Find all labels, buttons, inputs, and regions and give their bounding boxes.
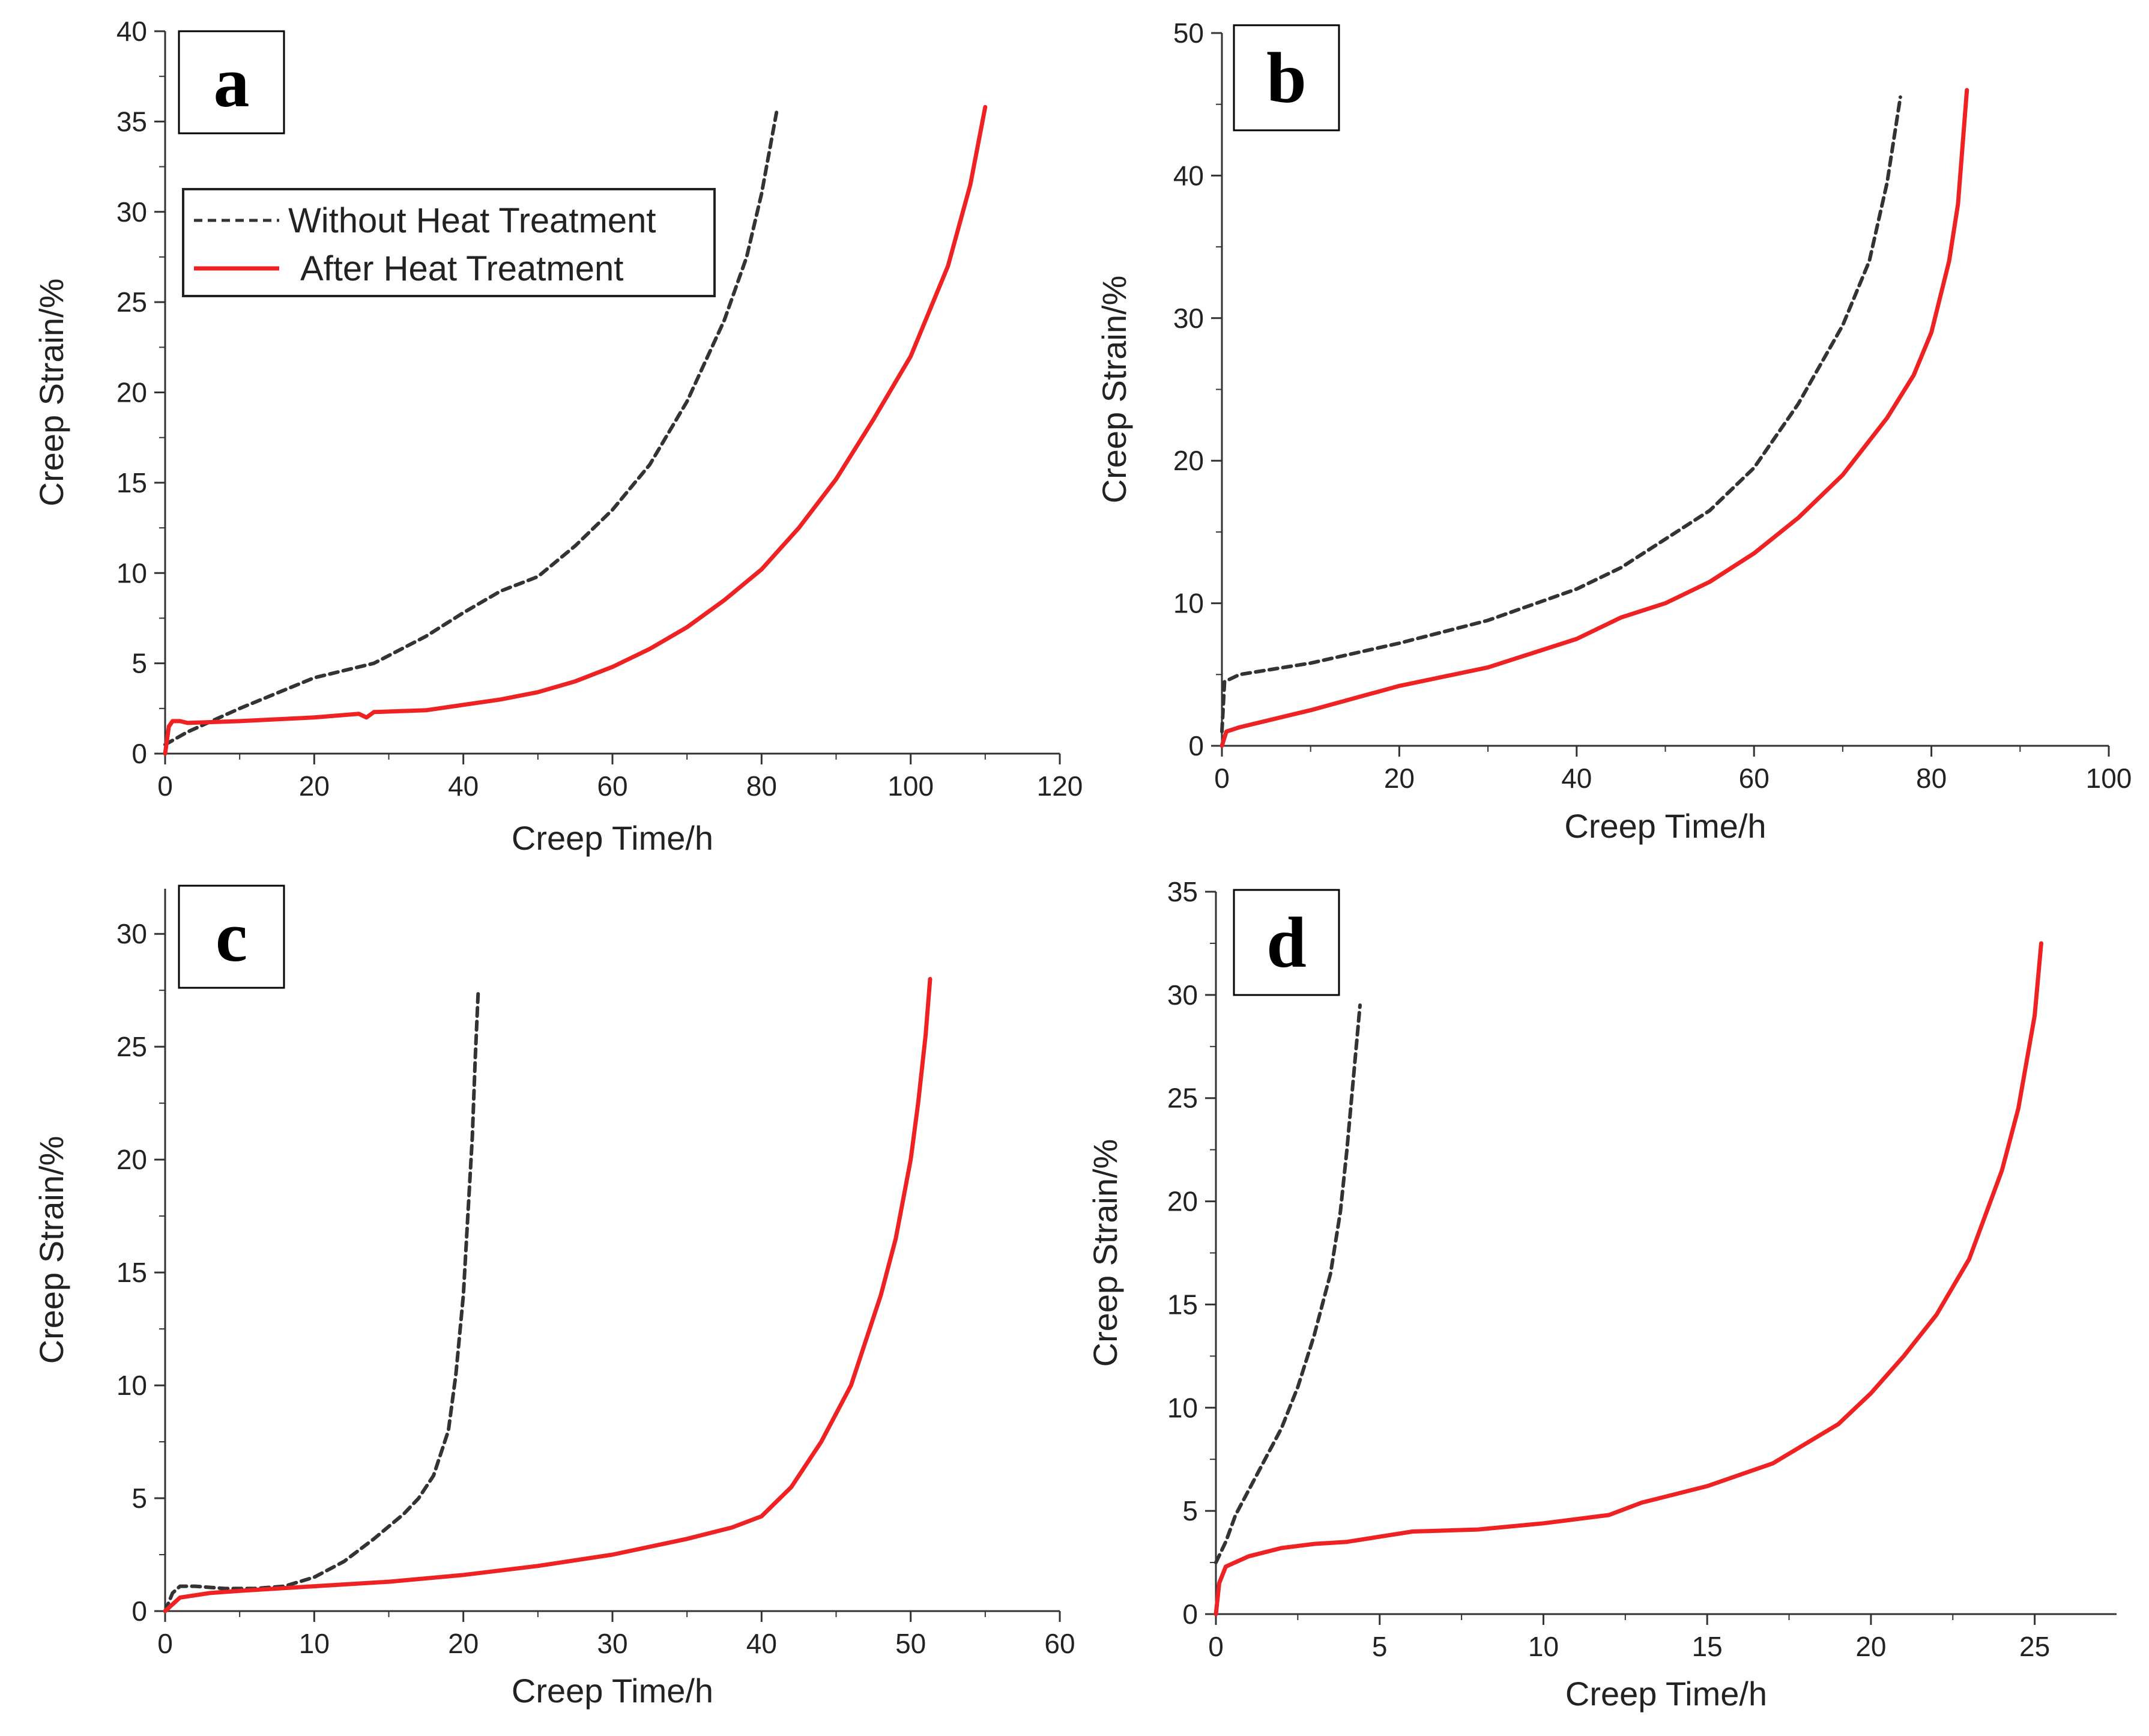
legend-box [182, 188, 716, 297]
panel-c-series-without-heat-treatment [163, 988, 480, 1613]
panel-d-x-tick-label: 0 [1208, 1631, 1224, 1662]
panel-a-y-tick-label: 10 [116, 557, 147, 588]
panel-a-y-tick-label: 40 [116, 16, 147, 47]
panel-c-y-tick-label: 25 [116, 1031, 147, 1062]
panel-c-label: c [216, 897, 247, 976]
panel-a-x-tick-label: 80 [746, 770, 777, 802]
panel-d-label: d [1266, 903, 1307, 982]
panel-d-x-tick-label: 5 [1372, 1631, 1388, 1662]
panel-a-x-tick-label: 20 [299, 770, 330, 802]
panel-c-series-after-heat-treatment [163, 976, 932, 1614]
panel-d-y-tick-label: 10 [1167, 1392, 1198, 1423]
panel-a-y-tick-label: 20 [116, 377, 147, 408]
panel-b-series-after-heat-treatment [1220, 88, 1969, 748]
panel-d-y-tick-label: 0 [1182, 1598, 1198, 1630]
panel-c: 0 10 20 30 40 50 60 0 5 10 15 20 25 30 Creep Time/h Cre… [32, 885, 1075, 1710]
panel-d-x-tick-label: 20 [1855, 1631, 1886, 1662]
panel-c-x-tick-label: 20 [448, 1628, 479, 1659]
panel-a-y-tick-label: 0 [131, 738, 147, 769]
panel-b-x-tick-label: 80 [1916, 763, 1947, 794]
panel-b-y-axis-title: Creep Strain/% [1095, 276, 1133, 504]
legend-label: Without Heat Treatment [288, 201, 656, 240]
panel-b-x-tick-label: 0 [1214, 763, 1230, 794]
panel-a-y-axis-title: Creep Strain/% [32, 279, 70, 507]
panel-b-y-tick-label: 0 [1188, 730, 1204, 761]
panel-a-y-tick-label: 30 [116, 196, 147, 228]
panel-d-x-tick-label: 10 [1528, 1631, 1559, 1662]
panel-a-x-axis-title: Creep Time/h [512, 819, 713, 857]
panel-a-x-tick-label: 60 [597, 770, 627, 802]
panel-a-x-tick-label: 40 [448, 770, 479, 802]
panel-b-x-tick-label: 40 [1561, 763, 1592, 794]
panel-b-y-tick-label: 40 [1173, 160, 1204, 191]
panel-d-x-tick-label: 25 [2019, 1631, 2050, 1662]
panel-d-y-tick-label: 25 [1167, 1083, 1198, 1114]
panel-d-series-after-heat-treatment [1214, 941, 2043, 1617]
panel-a-series-after-heat-treatment [163, 104, 988, 756]
panel-c-x-tick-label: 0 [157, 1628, 173, 1659]
panel-c-y-tick-label: 10 [116, 1370, 147, 1401]
panel-a-series-without-heat-treatment [163, 110, 779, 746]
panel-b-label-box [1233, 24, 1340, 132]
panel-d-x-axis-title: Creep Time/h [1565, 1675, 1767, 1713]
panel-a-label-box [178, 30, 285, 135]
panel-b-y-tick-label: 10 [1173, 588, 1204, 619]
panel-a-x-tick-label: 100 [887, 770, 934, 802]
panel-c-x-tick-label: 50 [895, 1628, 926, 1659]
panel-c-label-box [178, 885, 285, 989]
panel-c-x-tick-label: 10 [299, 1628, 330, 1659]
panel-d-y-tick-label: 35 [1167, 876, 1198, 907]
panel-a: 0 20 40 60 80 100 120 0 5 10 15 20 25 30 35 40 Creep Tim… [32, 16, 1083, 857]
panel-c-x-axis-title: Creep Time/h [512, 1672, 713, 1710]
panel-a-x-tick-label: 0 [157, 770, 173, 802]
panel-d-y-tick-label: 30 [1167, 979, 1198, 1011]
panel-a-label: a [214, 42, 250, 122]
panel-a-x-tick-label: 120 [1037, 770, 1083, 802]
panel-b-y-tick-label: 50 [1173, 17, 1204, 49]
panel-d-y-tick-label: 20 [1167, 1186, 1198, 1217]
panel-a-y-tick-label: 15 [116, 467, 147, 498]
panel-b-y-tick-label: 20 [1173, 445, 1204, 476]
panel-c-x-tick-label: 30 [597, 1628, 627, 1659]
panel-c-y-tick-label: 0 [131, 1595, 147, 1627]
panel-a-legend: Without Heat Treatment After Heat Treatme… [182, 188, 716, 297]
panel-c-x-tick-label: 60 [1044, 1628, 1075, 1659]
panel-c-x-tick-label: 40 [746, 1628, 777, 1659]
panel-b: 0 20 40 60 80 100 0 10 20 30 40 50 Creep Time/h Creep… [1095, 17, 2132, 845]
panel-c-y-tick-label: 15 [116, 1257, 147, 1288]
panel-b-x-tick-label: 20 [1384, 763, 1415, 794]
panel-c-y-axis-title: Creep Strain/% [32, 1136, 70, 1364]
panel-b-x-axis-title: Creep Time/h [1564, 807, 1766, 845]
panel-b-series-without-heat-treatment [1220, 95, 1902, 734]
panel-d-y-axis-title: Creep Strain/% [1086, 1139, 1124, 1367]
panel-d-series-without-heat-treatment [1214, 1003, 1362, 1565]
panel-a-y-tick-label: 35 [116, 106, 147, 137]
panel-b-label: b [1266, 38, 1307, 118]
panel-a-y-tick-label: 25 [116, 286, 147, 318]
legend-label: After Heat Treatment [300, 249, 623, 288]
panel-d: 0 5 10 15 20 25 0 5 10 15 20 25 30 35 Creep Time/h Cree… [1086, 876, 2117, 1713]
panel-c-y-tick-label: 20 [116, 1144, 147, 1175]
panel-c-y-tick-label: 30 [116, 918, 147, 949]
panel-a-y-tick-label: 5 [131, 648, 147, 679]
panel-c-y-tick-label: 5 [131, 1483, 147, 1514]
panel-d-x-tick-label: 15 [1692, 1631, 1723, 1662]
panel-d-y-tick-label: 15 [1167, 1289, 1198, 1320]
panel-d-y-tick-label: 5 [1182, 1495, 1198, 1526]
panel-b-x-tick-label: 60 [1739, 763, 1770, 794]
panel-b-y-tick-label: 30 [1173, 303, 1204, 334]
panel-d-label-box [1233, 889, 1340, 996]
panel-b-x-tick-label: 100 [2086, 763, 2132, 794]
